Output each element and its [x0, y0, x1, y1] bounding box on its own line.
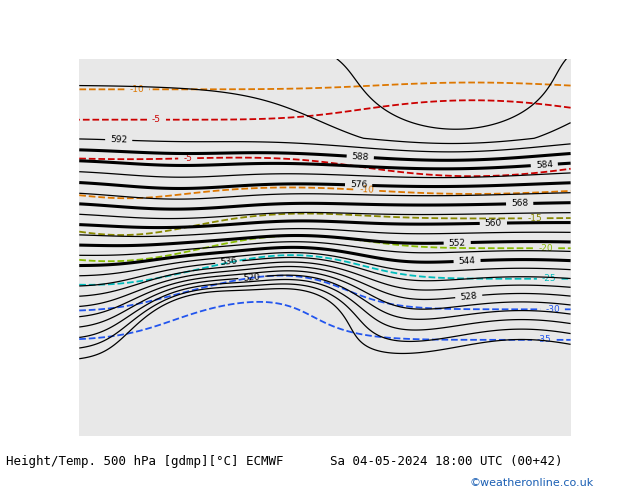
Text: 584: 584: [536, 160, 553, 170]
Text: 544: 544: [458, 256, 476, 266]
Text: -5: -5: [152, 115, 161, 124]
Text: 568: 568: [511, 199, 528, 208]
Text: 576: 576: [350, 180, 367, 190]
Text: 560: 560: [484, 219, 502, 228]
Text: Sa 04-05-2024 18:00 UTC (00+42): Sa 04-05-2024 18:00 UTC (00+42): [330, 455, 562, 468]
Text: -20: -20: [539, 244, 553, 253]
Text: -15: -15: [527, 214, 542, 223]
Text: ©weatheronline.co.uk: ©weatheronline.co.uk: [469, 478, 593, 489]
Text: 592: 592: [110, 135, 127, 145]
Text: -35: -35: [537, 335, 552, 344]
Text: 520: 520: [243, 272, 261, 283]
Text: -5: -5: [183, 154, 192, 163]
Text: 588: 588: [351, 152, 369, 162]
Text: 552: 552: [448, 238, 466, 247]
Text: 536: 536: [220, 257, 238, 268]
Text: 528: 528: [460, 291, 477, 302]
Text: -30: -30: [545, 305, 560, 314]
Text: -10: -10: [359, 185, 375, 195]
Text: -10: -10: [129, 85, 144, 94]
Text: -25: -25: [542, 274, 557, 283]
Text: Height/Temp. 500 hPa [gdmp][°C] ECMWF: Height/Temp. 500 hPa [gdmp][°C] ECMWF: [6, 455, 284, 468]
